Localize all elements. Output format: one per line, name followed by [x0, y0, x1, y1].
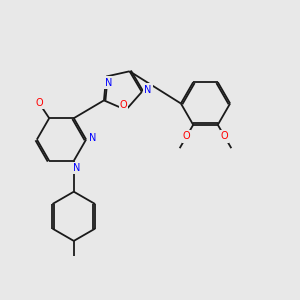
Text: N: N — [105, 77, 112, 88]
Text: O: O — [120, 100, 128, 110]
Text: O: O — [36, 98, 43, 108]
Text: O: O — [183, 131, 190, 142]
Text: N: N — [89, 133, 96, 143]
Text: O: O — [221, 131, 228, 142]
Text: N: N — [73, 163, 80, 173]
Text: N: N — [144, 85, 152, 94]
